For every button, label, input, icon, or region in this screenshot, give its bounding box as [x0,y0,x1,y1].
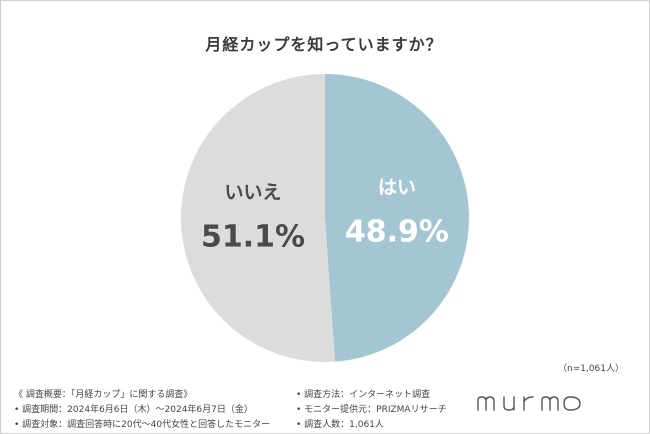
sample-size: （n=1,061人） [557,364,624,374]
survey-period: • 調査期間：2024年6月6日（木）～2024年6月7日（金） [14,405,253,415]
pie-slices [180,74,469,362]
pie-slice-1 [180,74,335,362]
survey-count: • 調査人数：1,061人 [296,420,384,430]
slice-label-1: いいえ [225,181,282,203]
pie-slice-0 [325,74,469,362]
survey-method: • 調査方法：インターネット調査 [296,390,431,400]
survey-target: • 調査対象：調査回答時に20代～40代女性と回答したモニター [14,420,271,430]
slice-label-0: はい [378,177,416,199]
slice-value-1: 51.1% [201,219,305,254]
survey-overview-heading: 《 調査概要：「月経カップ」に関する調査》 [14,390,193,400]
monitor-provider: • モニター提供元：PRIZMAリサーチ [296,405,447,415]
chart-title: 月経カップを知っていますか？ [205,35,443,54]
slice-value-0: 48.9% [345,215,449,250]
pie-labels: はい 48.9% いいえ 51.1% [201,177,449,255]
murmo-logo [477,396,581,411]
